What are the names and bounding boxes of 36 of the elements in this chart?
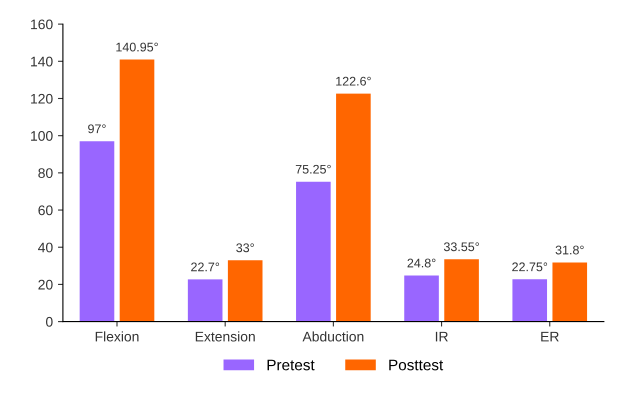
x-tick-label: IR: [436, 332, 448, 342]
data-label: 122.6°: [336, 76, 371, 86]
legend-label: Posttest: [389, 360, 444, 370]
bar: [552, 262, 588, 322]
x-tick-label: Extension: [196, 331, 255, 342]
legend-label: Pretest: [268, 360, 315, 370]
x-tick-label: ER: [541, 332, 559, 342]
data-label: 33°: [236, 243, 254, 252]
y-tick-label: 160: [31, 19, 53, 30]
bar: [188, 279, 222, 322]
data-label: 33.55°: [444, 242, 479, 252]
data-label: 97°: [88, 124, 106, 134]
bar: [404, 275, 439, 322]
data-label: 22.75°: [512, 262, 548, 272]
y-tick-label: 60: [38, 205, 53, 216]
data-label: 22.7°: [191, 262, 220, 272]
y-tick-label: 0: [46, 316, 53, 327]
bar: [336, 94, 371, 322]
y-tick-label: 40: [38, 242, 53, 252]
bar: [80, 141, 114, 322]
bar: [228, 260, 263, 322]
y-tick-label: 80: [38, 168, 53, 178]
data-label: 75.25°: [296, 164, 331, 174]
y-tick-label: 100: [31, 131, 53, 141]
y-tick-label: 20: [38, 280, 53, 290]
x-tick-label: Flexion: [96, 331, 138, 342]
y-tick-label: 140: [31, 56, 53, 66]
data-label: 24.8°: [408, 258, 436, 268]
data-label: 31.8°: [556, 246, 584, 254]
y-tick-label: 120: [31, 94, 53, 104]
bar: [512, 279, 548, 322]
data-label: 140.95°: [116, 42, 158, 52]
bar: [120, 60, 154, 322]
x-tick-label: Abduction: [302, 331, 364, 342]
bar: [444, 259, 479, 322]
bar: [296, 182, 331, 322]
